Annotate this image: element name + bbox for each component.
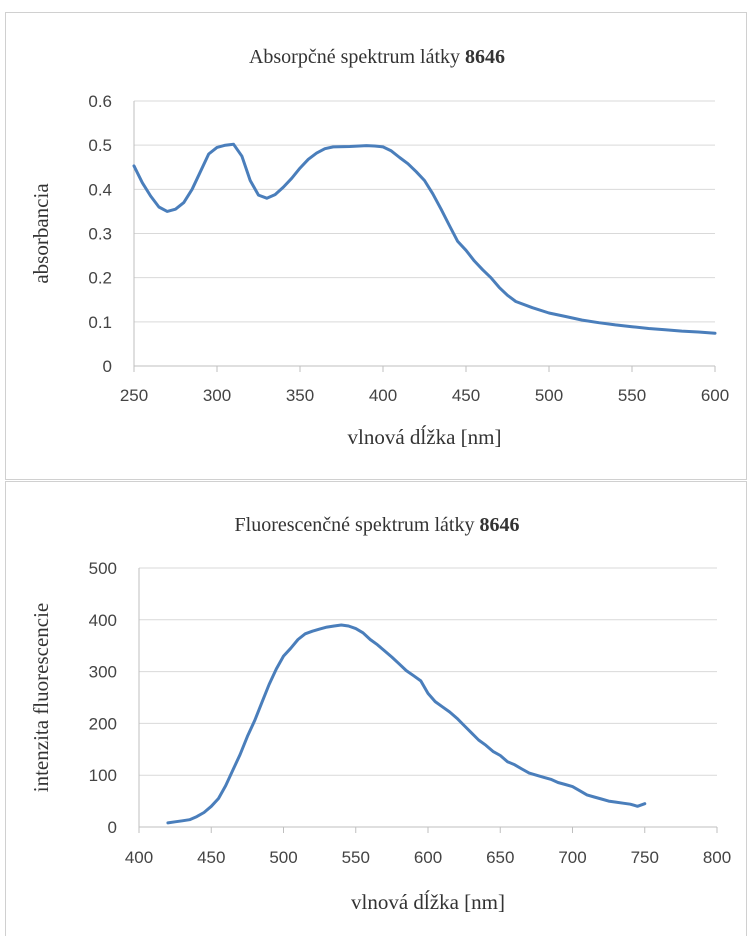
x-tick-label: 450: [452, 386, 480, 405]
y-tick-label: 0: [108, 818, 117, 837]
x-tick-label: 500: [535, 386, 563, 405]
x-tick-label: 250: [120, 386, 148, 405]
x-tick-label: 750: [631, 848, 659, 867]
chart-title: Absorpčné spektrum látky 8646: [249, 46, 505, 68]
series-line: [166, 623, 647, 825]
y-tick-label: 300: [89, 663, 117, 682]
x-tick-label: 700: [558, 848, 586, 867]
y-tick-label: 100: [89, 766, 117, 785]
y-axis-label: intenzita fluorescencie: [29, 603, 53, 792]
y-tick-label: 0.3: [88, 225, 112, 244]
x-tick-label: 350: [286, 386, 314, 405]
fluorescence-chart: Fluorescenčné spektrum látky 8646 0 100 200…: [29, 514, 731, 914]
x-axis-label: vlnová dĺžka [nm]: [351, 890, 505, 914]
x-tick-label: 300: [203, 386, 231, 405]
x-tick-label: 400: [125, 848, 153, 867]
x-tick-label: 400: [369, 386, 397, 405]
chart-title-text: Fluorescenčné spektrum látky: [235, 514, 480, 536]
x-tick-label: 600: [414, 848, 442, 867]
absorption-chart: Absorpčné spektrum látky 8646 0 0.1 0.2 0.3 0…: [29, 46, 729, 449]
x-tick-label: 550: [342, 848, 370, 867]
x-tick-label: 450: [197, 848, 225, 867]
chart-title: Fluorescenčné spektrum látky 8646: [235, 514, 520, 536]
x-tick-label: 500: [269, 848, 297, 867]
x-tick-label: 650: [486, 848, 514, 867]
fluorescence-chart-panel: Fluorescenčné spektrum látky 8646 0 100 200…: [5, 481, 747, 936]
y-tick-label: 0.6: [88, 92, 112, 111]
y-axis-label: absorbancia: [29, 183, 53, 284]
absorption-chart-panel: Absorpčné spektrum látky 8646 0 0.1 0.2 0.3 0…: [5, 12, 747, 480]
x-tick-label: 800: [703, 848, 731, 867]
y-tick-label: 500: [89, 559, 117, 578]
chart-title-text: Absorpčné spektrum látky: [249, 46, 465, 68]
series-line: [132, 142, 717, 335]
chart-title-compound: 8646: [465, 46, 505, 68]
y-tick-label: 0.4: [88, 180, 112, 199]
x-tick-label: 550: [618, 386, 646, 405]
x-axis-label: vlnová dĺžka [nm]: [348, 425, 502, 449]
y-tick-label: 0.5: [88, 136, 112, 155]
y-tick-label: 0: [103, 357, 112, 376]
x-tick-label: 600: [701, 386, 729, 405]
chart-title-compound: 8646: [479, 514, 519, 536]
y-tick-label: 400: [89, 611, 117, 630]
y-tick-label: 200: [89, 714, 117, 733]
y-tick-label: 0.2: [88, 269, 112, 288]
y-tick-label: 0.1: [88, 313, 112, 332]
